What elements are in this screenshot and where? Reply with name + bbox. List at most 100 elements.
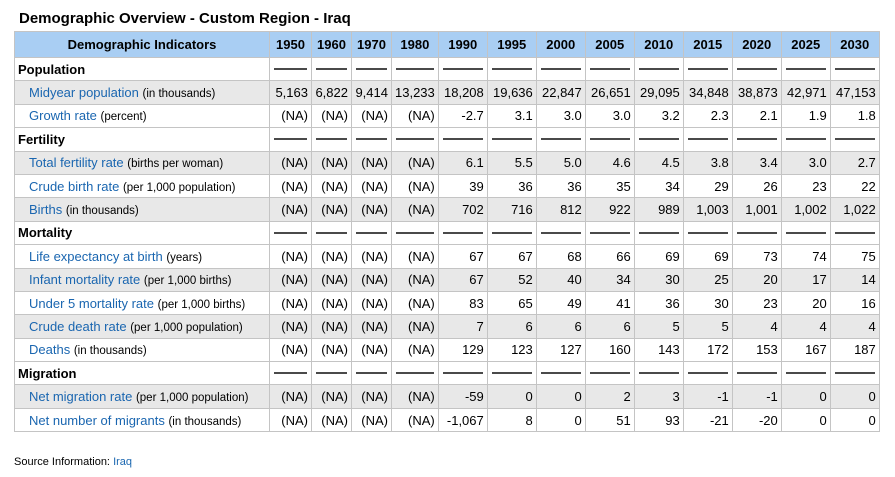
section-divider-cell xyxy=(391,127,439,152)
divider-line xyxy=(687,68,728,71)
value-cell: 129 xyxy=(437,337,488,363)
value-cell: (NA) xyxy=(351,150,392,175)
value-cell: 30 xyxy=(633,267,684,292)
value-cell: (NA) xyxy=(269,384,312,409)
value-cell: 0 xyxy=(486,384,537,409)
value-cell: 3.0 xyxy=(584,103,635,129)
divider-line xyxy=(396,138,434,141)
indicator-unit: (years) xyxy=(166,251,203,264)
value-cell: (NA) xyxy=(351,337,392,363)
source-link[interactable]: Iraq xyxy=(113,456,133,468)
divider-line xyxy=(687,138,728,141)
value-cell: 812 xyxy=(535,197,586,222)
indicator-link[interactable]: Infant mortality rate xyxy=(29,272,141,288)
value-cell: (NA) xyxy=(269,103,312,129)
section-divider-cell xyxy=(780,56,831,82)
value-cell: -21 xyxy=(682,407,733,433)
value-cell: 36 xyxy=(486,173,537,199)
value-cell: 3 xyxy=(633,384,684,409)
divider-line xyxy=(274,231,307,234)
value-cell: 4 xyxy=(731,314,782,339)
value-cell: 26 xyxy=(731,173,782,199)
value-cell: 1,022 xyxy=(829,197,880,222)
value-cell: (NA) xyxy=(269,337,312,363)
value-cell: (NA) xyxy=(311,314,352,339)
value-cell: (NA) xyxy=(391,267,439,292)
value-cell: 4 xyxy=(829,314,880,339)
demographic-table: Demographic Indicators 1950 1960 1970 19… xyxy=(14,31,880,433)
value-cell: 67 xyxy=(486,244,537,269)
divider-line xyxy=(834,68,875,71)
section-divider-cell xyxy=(829,56,880,82)
value-cell: (NA) xyxy=(351,197,392,222)
indicator-cell: Net number of migrants (in thousands) xyxy=(14,407,270,433)
value-cell: 20 xyxy=(731,267,782,292)
year-header: 2010 xyxy=(633,31,684,58)
table-body: Population Midyear population (in thousan… xyxy=(14,56,880,433)
value-cell: 34 xyxy=(584,267,635,292)
value-cell: 29 xyxy=(682,173,733,199)
divider-line xyxy=(736,372,777,375)
value-cell: 172 xyxy=(682,337,733,363)
value-cell: 6 xyxy=(535,314,586,339)
divider-line xyxy=(442,138,483,141)
section-row: Fertility xyxy=(14,127,880,152)
value-cell: (NA) xyxy=(391,103,439,129)
indicator-link[interactable]: Midyear population xyxy=(29,85,139,101)
divider-line xyxy=(274,68,307,71)
indicator-link[interactable]: Crude death rate xyxy=(29,318,127,334)
divider-line xyxy=(274,138,307,141)
section-divider-cell xyxy=(682,220,733,246)
indicator-link[interactable]: Life expectancy at birth xyxy=(29,248,163,264)
section-divider-cell xyxy=(269,56,312,82)
value-cell: 25 xyxy=(682,267,733,292)
section-divider-cell xyxy=(535,220,586,246)
divider-line xyxy=(316,372,347,375)
indicator-link[interactable]: Under 5 mortality rate xyxy=(29,295,154,311)
indicator-link[interactable]: Growth rate xyxy=(29,108,97,124)
section-divider-cell xyxy=(391,220,439,246)
indicator-cell: Total fertility rate (births per woman) xyxy=(14,150,270,175)
section-divider-cell xyxy=(391,361,439,386)
table-row: Life expectancy at birth (years) (NA) (NA)… xyxy=(14,244,880,269)
value-cell: (NA) xyxy=(269,173,312,199)
indicator-link[interactable]: Net number of migrants xyxy=(29,412,165,428)
divider-line xyxy=(785,138,826,141)
indicator-link[interactable]: Births xyxy=(29,202,63,218)
year-header: 2005 xyxy=(584,31,635,58)
indicator-link[interactable]: Crude birth rate xyxy=(29,178,120,194)
value-cell: 22,847 xyxy=(535,80,586,105)
divider-line xyxy=(540,372,581,375)
value-cell: 35 xyxy=(584,173,635,199)
section-heading: Migration xyxy=(14,361,270,386)
value-cell: 18,208 xyxy=(437,80,488,105)
section-divider-cell xyxy=(486,220,537,246)
section-divider-cell xyxy=(584,56,635,82)
value-cell: 5.0 xyxy=(535,150,586,175)
divider-line xyxy=(589,138,630,141)
value-cell: 8 xyxy=(486,407,537,433)
value-cell: 42,971 xyxy=(780,80,831,105)
source-info: Source Information: Iraq xyxy=(14,456,132,468)
value-cell: 20 xyxy=(780,290,831,316)
value-cell: 0 xyxy=(829,407,880,433)
section-divider-cell xyxy=(351,127,392,152)
table-row: Deaths (in thousands) (NA) (NA) (NA) (NA) 129… xyxy=(14,337,880,363)
section-divider-cell xyxy=(731,56,782,82)
indicator-cell: Life expectancy at birth (years) xyxy=(14,244,270,269)
value-cell: 66 xyxy=(584,244,635,269)
divider-line xyxy=(736,68,777,71)
divider-line xyxy=(687,372,728,375)
indicator-link[interactable]: Total fertility rate xyxy=(29,155,124,171)
value-cell: 3.2 xyxy=(633,103,684,129)
value-cell: (NA) xyxy=(311,197,352,222)
value-cell: 3.1 xyxy=(486,103,537,129)
indicator-cell: Crude death rate (per 1,000 population) xyxy=(14,314,270,339)
indicator-cell: Crude birth rate (per 1,000 population) xyxy=(14,173,270,199)
source-label: Source Information: xyxy=(14,456,110,468)
divider-line xyxy=(356,372,387,375)
divider-line xyxy=(589,372,630,375)
indicator-link[interactable]: Net migration rate xyxy=(29,389,133,405)
indicator-link[interactable]: Deaths xyxy=(29,342,71,358)
section-divider-cell xyxy=(584,361,635,386)
